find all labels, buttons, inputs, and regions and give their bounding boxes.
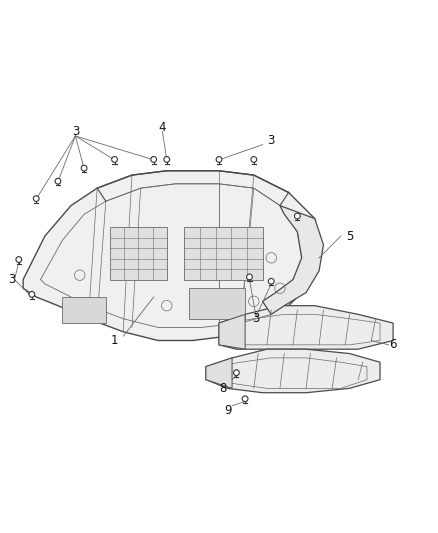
Polygon shape: [110, 228, 167, 279]
Circle shape: [16, 257, 21, 262]
Polygon shape: [184, 228, 262, 279]
Circle shape: [29, 292, 35, 297]
Text: 5: 5: [346, 230, 353, 243]
Polygon shape: [206, 349, 380, 393]
Text: 9: 9: [224, 403, 231, 417]
Polygon shape: [62, 297, 106, 323]
Text: 8: 8: [220, 382, 227, 395]
Polygon shape: [219, 314, 245, 349]
Polygon shape: [219, 305, 393, 349]
Circle shape: [112, 157, 117, 163]
Circle shape: [251, 157, 257, 163]
Text: 4: 4: [159, 121, 166, 134]
Text: 3: 3: [9, 273, 16, 286]
Circle shape: [151, 157, 157, 163]
Polygon shape: [206, 358, 232, 389]
Text: 3: 3: [268, 134, 275, 147]
Circle shape: [233, 370, 239, 376]
Text: 3: 3: [252, 312, 260, 325]
Polygon shape: [262, 206, 323, 314]
Circle shape: [33, 196, 39, 201]
Polygon shape: [23, 171, 319, 341]
Circle shape: [81, 165, 87, 171]
Polygon shape: [188, 288, 245, 319]
Text: 6: 6: [389, 338, 397, 351]
Circle shape: [216, 157, 222, 163]
Circle shape: [294, 213, 300, 219]
Circle shape: [242, 396, 248, 402]
Circle shape: [268, 278, 274, 284]
Circle shape: [55, 179, 61, 184]
Text: 1: 1: [111, 334, 118, 347]
Text: 3: 3: [72, 125, 79, 138]
Circle shape: [164, 157, 170, 163]
Circle shape: [247, 274, 252, 280]
